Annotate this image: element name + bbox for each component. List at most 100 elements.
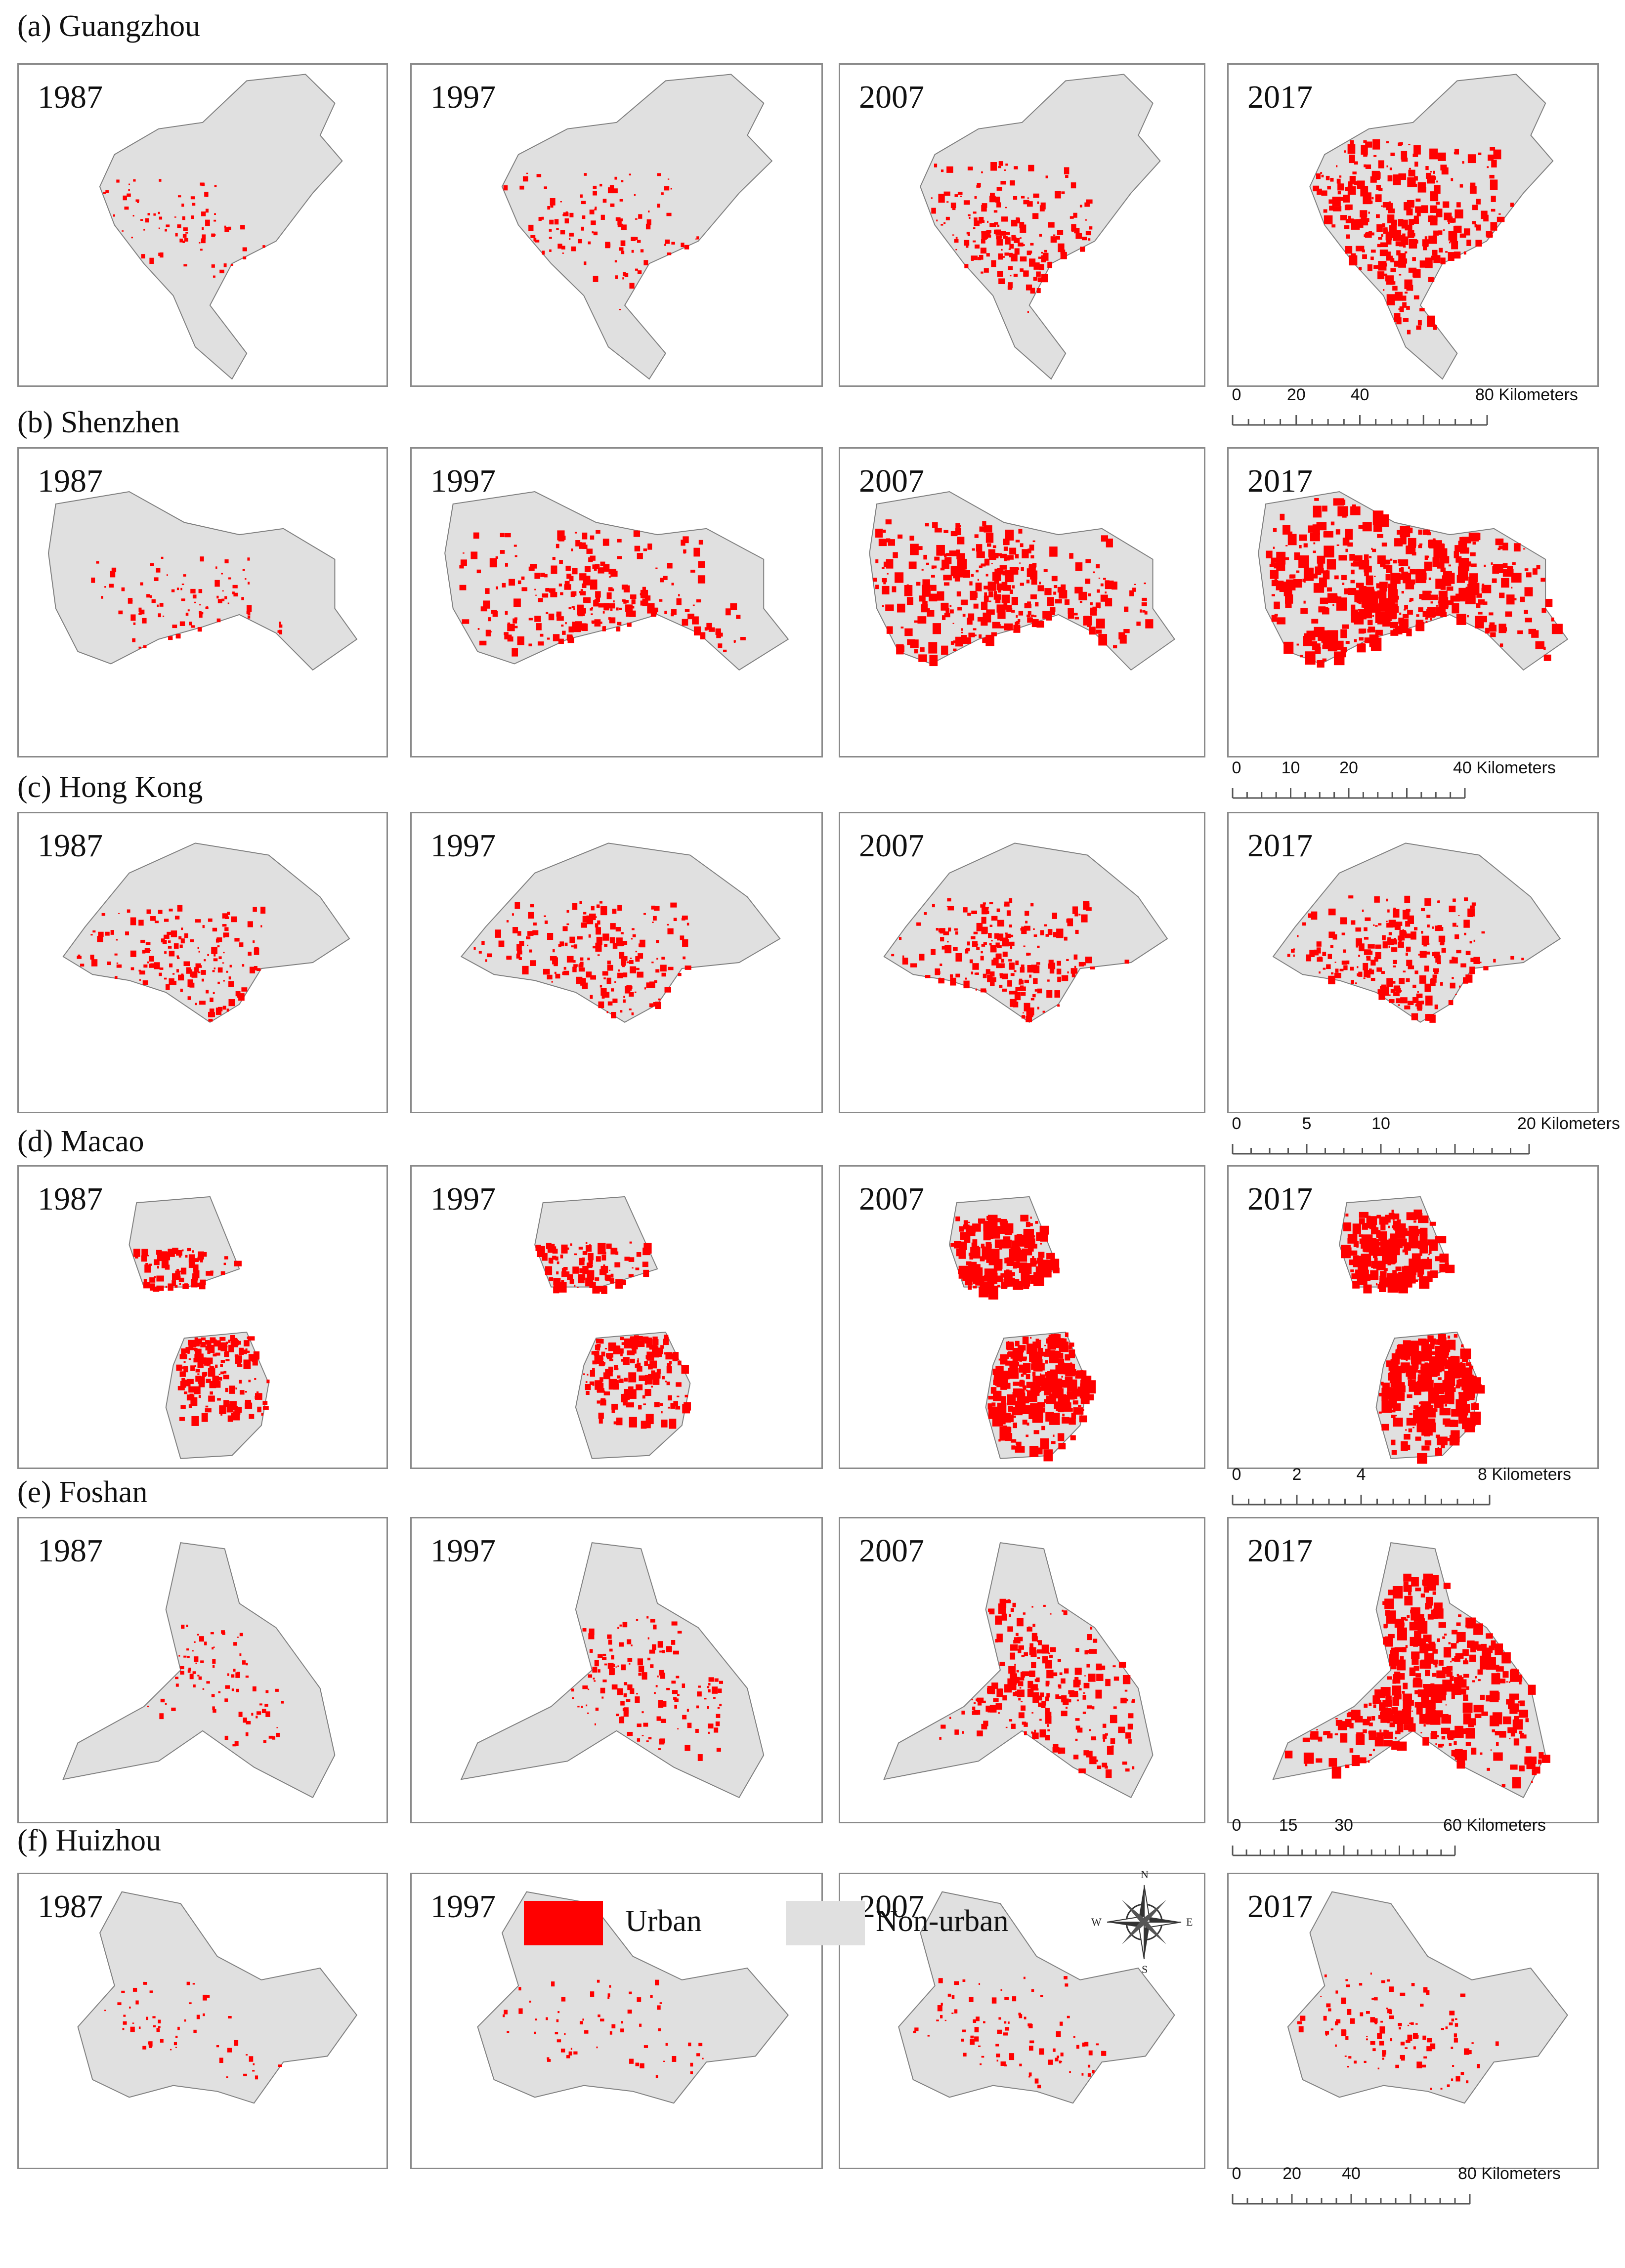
legend-urban-label: Urban	[625, 1904, 702, 1938]
city-4-map-panel-2007: 2007	[839, 1165, 1205, 1469]
city-3-non-urban-area-1987	[62, 842, 350, 1023]
city-5-map-2007	[883, 1542, 1154, 1799]
city-1-map-panel-1987: 1987	[17, 63, 388, 387]
city-2-year-label-1987: 1987	[38, 463, 103, 499]
city-3-scale-tick-label: 10	[1371, 1114, 1390, 1133]
city-1-title: (a) Guangzhou	[17, 9, 201, 43]
city-6-map-1987	[77, 1891, 358, 2104]
city-3-scale-bar: 0 5 10 20 Kilometers	[1232, 1114, 1620, 1164]
city-6-map-panel-1987: 1987	[17, 1873, 388, 2169]
city-3-title: (c) Hong Kong	[17, 770, 203, 804]
city-3-year-label-2017: 2017	[1247, 828, 1313, 864]
city-5-scale-tick-label: 0	[1232, 1816, 1241, 1835]
city-2-year-label-1997: 1997	[430, 463, 496, 499]
city-2-year-label-2007: 2007	[859, 463, 924, 499]
city-6-map-2007	[898, 1891, 1175, 2104]
city-2-map-1987	[48, 491, 358, 671]
city-5-map-2017	[1272, 1542, 1550, 1799]
city-6-scale-tick-label: 0	[1232, 2164, 1241, 2183]
compass-east-label: E	[1186, 1916, 1193, 1928]
legend-urban-swatch	[524, 1901, 603, 1945]
city-2-urban-patches-2007	[873, 519, 1154, 667]
city-6-urban-patches-2007	[913, 1976, 1107, 2089]
city-4-non-urban-area-1997-1	[534, 1196, 658, 1288]
city-2-scale-tick-label: 0	[1232, 758, 1241, 777]
city-6-map-panel-2017: 2017	[1227, 1873, 1599, 2169]
city-5-urban-patches-2007	[939, 1598, 1135, 1778]
city-1-map-2017	[1309, 74, 1554, 380]
city-1-scale-tick-label: 40	[1350, 385, 1369, 404]
city-3-urban-patches-2017	[1287, 895, 1524, 1023]
compass-west-label: W	[1091, 1916, 1102, 1928]
city-5-map-panel-2007: 2007	[839, 1517, 1205, 1823]
city-5-non-urban-area-1987	[62, 1542, 336, 1799]
city-5-scale-tick-label: 30	[1334, 1816, 1353, 1835]
city-5-map-panel-1997: 1997	[410, 1517, 823, 1823]
city-3-map-panel-1997: 1997	[410, 812, 823, 1113]
city-1-non-urban-area-1987	[99, 74, 343, 380]
city-6-scale-end-label: 80 Kilometers	[1458, 2164, 1561, 2183]
city-4-non-urban-area-1987-2	[165, 1331, 269, 1459]
city-4-urban-patches-2017	[1341, 1209, 1485, 1464]
city-1-year-label-2007: 2007	[859, 79, 924, 115]
city-3-map-panel-2007: 2007	[839, 812, 1205, 1113]
city-1-scale-bar: 0 20 40 80 Kilometers	[1232, 385, 1607, 435]
city-2-scale-bar: 0 10 20 40 Kilometers	[1232, 758, 1607, 808]
city-1-scale-tick-label: 20	[1286, 385, 1306, 404]
city-1-scale-end-label: 80 Kilometers	[1475, 385, 1578, 404]
city-1-year-label-1997: 1997	[430, 79, 496, 115]
city-4-scale-tick-label: 4	[1356, 1465, 1366, 1484]
city-2-urban-patches-1997	[459, 530, 746, 657]
city-6-scale-bar: 0 20 40 80 Kilometers	[1232, 2164, 1607, 2214]
city-6-year-label-2017: 2017	[1247, 1889, 1313, 1925]
city-5-urban-patches-1987	[147, 1624, 284, 1747]
city-6-non-urban-area-2017	[1287, 1891, 1568, 2104]
city-1-non-urban-area-2007	[920, 74, 1161, 380]
city-6-scale-tick-label: 20	[1283, 2164, 1301, 2183]
city-5-urban-patches-1997	[571, 1616, 723, 1761]
city-3-urban-patches-2007	[891, 898, 1129, 1022]
city-4-map-panel-1997: 1997	[410, 1165, 823, 1469]
city-5-urban-patches-2017	[1284, 1573, 1550, 1789]
city-5-year-label-1987: 1987	[38, 1533, 103, 1569]
city-5-map-1997	[460, 1542, 765, 1799]
city-2-map-1997	[444, 491, 789, 671]
city-1-map-panel-2007: 2007	[839, 63, 1205, 387]
city-2-urban-patches-2017	[1266, 498, 1563, 668]
city-5-map-1987	[62, 1542, 336, 1799]
city-1-year-label-1987: 1987	[38, 79, 103, 115]
city-2-map-panel-1997: 1997	[410, 447, 823, 757]
city-3-urban-patches-1997	[473, 901, 691, 1018]
city-2-scale-tick-label: 10	[1281, 758, 1300, 777]
city-1-scale-tick-label: 0	[1232, 385, 1241, 404]
city-2-map-panel-2007: 2007	[839, 447, 1205, 757]
city-5-year-label-1997: 1997	[430, 1533, 496, 1569]
city-2-year-label-2017: 2017	[1247, 463, 1313, 499]
city-2-title: (b) Shenzhen	[17, 406, 180, 439]
city-1-urban-patches-2017	[1313, 139, 1514, 335]
city-6-urban-patches-1997	[503, 1979, 704, 2078]
city-3-map-2007	[883, 842, 1168, 1023]
city-4-map-2017	[1339, 1196, 1485, 1464]
city-5-map-panel-1987: 1987	[17, 1517, 388, 1823]
city-4-scale-end-label: 8 Kilometers	[1478, 1465, 1571, 1484]
city-5-year-label-2017: 2017	[1247, 1533, 1313, 1569]
city-5-map-panel-2017: 2017	[1227, 1517, 1599, 1823]
city-3-map-panel-2017: 2017	[1227, 812, 1599, 1113]
city-6-year-label-2007: 2007	[859, 1889, 924, 1925]
city-5-year-label-2007: 2007	[859, 1533, 924, 1569]
city-4-map-1997	[534, 1196, 691, 1459]
city-3-year-label-1997: 1997	[430, 828, 496, 864]
compass-north-label: N	[1141, 1868, 1149, 1881]
city-4-year-label-1997: 1997	[430, 1181, 496, 1217]
city-1-map-panel-1997: 1997	[410, 63, 823, 387]
compass-south-label: S	[1142, 1963, 1148, 1975]
city-1-urban-patches-1997	[503, 172, 699, 310]
city-4-year-label-2017: 2017	[1247, 1181, 1313, 1217]
city-3-scale-end-label: 20 Kilometers	[1517, 1114, 1620, 1133]
city-1-urban-patches-2007	[931, 161, 1093, 313]
city-4-map-panel-2017: 2017	[1227, 1165, 1599, 1469]
city-3-map-1997	[460, 842, 781, 1023]
city-2-map-panel-1987: 1987	[17, 447, 388, 757]
city-2-scale-end-label: 40 Kilometers	[1453, 758, 1556, 777]
